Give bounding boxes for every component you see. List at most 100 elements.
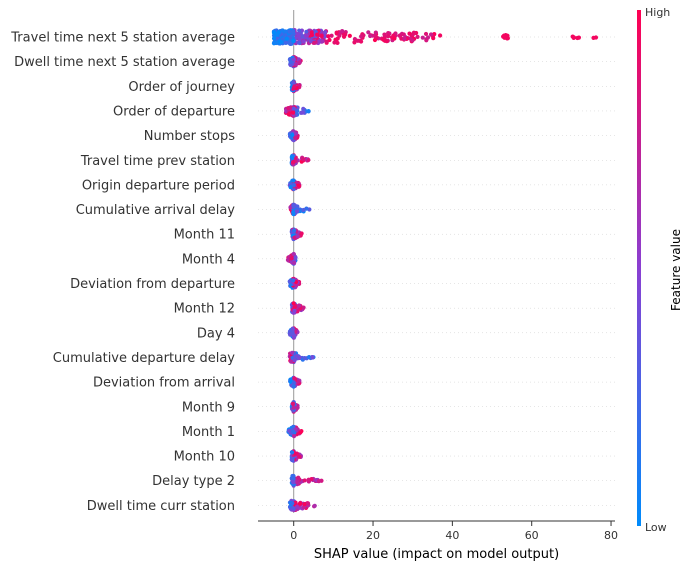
data-point [294, 209, 300, 214]
data-point [397, 33, 402, 38]
data-point [505, 35, 510, 41]
data-point [291, 405, 296, 410]
data-point [292, 84, 297, 89]
feature-label: Month 4 [182, 252, 235, 267]
data-point [358, 39, 364, 44]
data-point [501, 33, 507, 38]
data-point [291, 260, 297, 266]
data-point [292, 358, 297, 363]
feature-label: Month 1 [182, 425, 235, 440]
data-point [271, 36, 277, 41]
data-point [292, 235, 297, 240]
data-point [402, 36, 407, 41]
feature-label: Month 11 [174, 228, 235, 243]
data-point [291, 202, 296, 207]
data-point [289, 154, 295, 160]
feature-label: Number stops [144, 129, 235, 144]
data-point [326, 34, 331, 39]
data-point [290, 331, 295, 336]
data-point [289, 450, 295, 455]
data-point [291, 228, 296, 233]
data-point [293, 135, 298, 140]
data-point [293, 500, 298, 505]
colorbar [637, 10, 641, 526]
data-point [340, 29, 345, 34]
feature-label: Month 12 [174, 302, 235, 317]
data-point [274, 31, 279, 37]
data-point [278, 39, 283, 45]
data-point [290, 326, 295, 331]
feature-label: Month 9 [182, 400, 235, 415]
data-point [304, 29, 309, 34]
data-point [296, 475, 301, 480]
data-point [294, 110, 299, 115]
data-point [306, 479, 311, 484]
data-point [322, 34, 328, 39]
x-tick-label: 60 [525, 529, 539, 542]
data-point [324, 39, 329, 44]
data-point [291, 383, 296, 389]
data-point [310, 355, 315, 360]
data-point [292, 305, 297, 310]
data-point [355, 38, 360, 43]
data-point [297, 40, 302, 46]
data-point [295, 480, 300, 485]
data-point [575, 35, 580, 41]
data-point [411, 30, 416, 35]
x-tick-label: 40 [445, 529, 459, 542]
data-point [309, 33, 314, 38]
data-point [593, 35, 599, 40]
data-point [295, 31, 300, 37]
data-point [438, 33, 443, 38]
data-point [293, 131, 299, 136]
data-point [295, 204, 300, 209]
data-point [291, 476, 296, 481]
data-point [292, 308, 297, 313]
feature-label: Delay type 2 [152, 474, 235, 489]
data-point [329, 33, 334, 38]
data-point [382, 36, 387, 41]
data-point [366, 30, 371, 35]
x-tick-label: 80 [604, 529, 618, 542]
data-point [304, 33, 309, 38]
data-point [315, 32, 320, 37]
x-tick-label: 20 [366, 529, 380, 542]
data-point [386, 34, 391, 39]
data-point [291, 183, 296, 188]
data-point [294, 504, 300, 509]
data-point [361, 33, 366, 38]
data-point [372, 37, 378, 43]
feature-label: Month 10 [174, 450, 235, 465]
data-point [291, 434, 297, 439]
data-point [302, 355, 307, 361]
data-point [291, 80, 296, 85]
data-point [290, 401, 296, 406]
data-point [291, 210, 296, 215]
data-point [297, 60, 302, 65]
feature-label: Origin departure period [82, 178, 235, 193]
data-point [287, 279, 293, 284]
data-point [334, 30, 339, 35]
data-point [335, 36, 340, 41]
feature-labels: Travel time next 5 station average Dwell … [10, 31, 235, 514]
data-point [392, 36, 397, 41]
feature-label: Cumulative arrival delay [76, 203, 236, 218]
data-point [301, 157, 306, 162]
data-point [298, 306, 303, 311]
data-point [319, 34, 324, 39]
data-point [382, 32, 387, 37]
feature-label: Dwell time curr station [87, 499, 235, 514]
data-point [296, 355, 302, 361]
data-point [352, 40, 357, 45]
data-point [302, 478, 307, 483]
data-point [296, 303, 302, 308]
data-point [312, 503, 317, 508]
data-point [299, 231, 304, 236]
data-point [273, 40, 279, 46]
data-point [291, 334, 296, 339]
data-point [291, 480, 296, 485]
data-point [341, 34, 347, 39]
feature-label: Travel time next 5 station average [10, 31, 235, 46]
data-point [301, 39, 306, 44]
data-point [297, 28, 302, 33]
